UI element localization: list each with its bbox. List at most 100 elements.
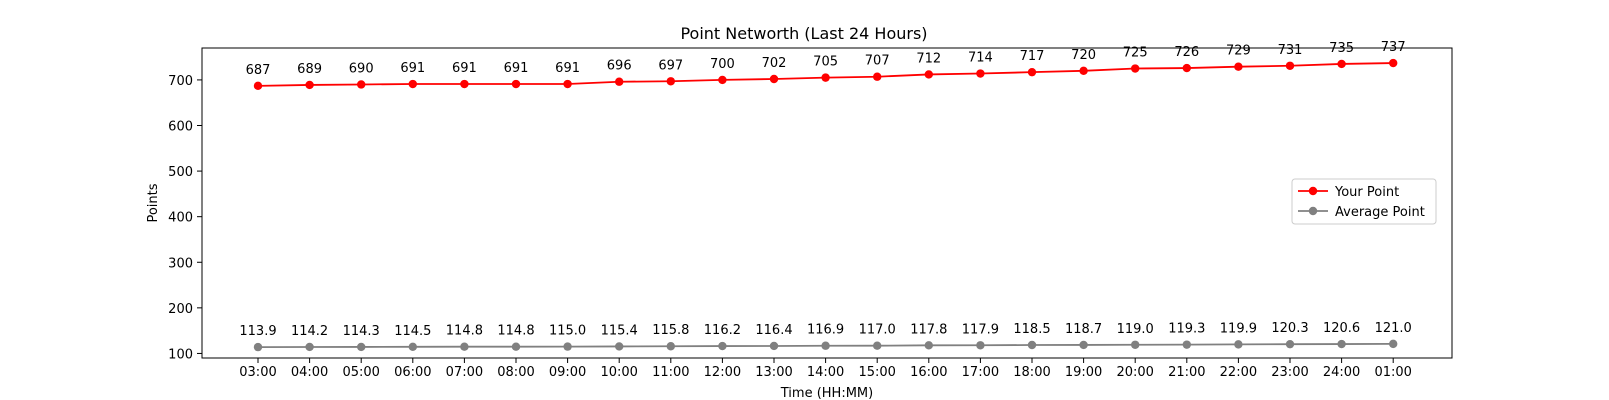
x-tick-label: 14:00: [807, 365, 844, 380]
x-tick-label: 12:00: [704, 365, 741, 380]
data-point: [1234, 62, 1243, 71]
data-label: 691: [555, 61, 580, 76]
legend-marker: [1308, 186, 1318, 196]
data-point: [408, 79, 417, 89]
data-label: 687: [246, 63, 271, 78]
x-tick-label: 04:00: [291, 365, 328, 380]
data-point: [253, 81, 263, 91]
data-point: [1131, 340, 1140, 349]
x-tick-label: 18:00: [1013, 365, 1050, 380]
data-point: [511, 79, 521, 89]
data-point: [305, 80, 314, 90]
data-point: [460, 342, 469, 351]
x-axis-label: Time (HH:MM): [780, 386, 873, 400]
data-point: [873, 72, 882, 81]
data-point: [1389, 58, 1398, 68]
data-label: 116.2: [704, 323, 741, 338]
data-point: [357, 342, 366, 352]
data-label: 705: [813, 55, 838, 70]
data-label: 717: [1020, 49, 1045, 64]
data-point: [976, 69, 985, 78]
data-label: 115.8: [652, 323, 689, 338]
data-point: [357, 80, 366, 89]
x-tick-label: 17:00: [962, 365, 999, 380]
data-point: [769, 341, 779, 351]
y-tick-label: 400: [168, 211, 193, 226]
data-point: [666, 342, 675, 351]
y-tick-label: 200: [168, 302, 193, 317]
data-label: 120.3: [1271, 321, 1308, 336]
data-point: [615, 342, 624, 351]
data-point: [563, 79, 572, 89]
y-tick-label: 600: [168, 120, 193, 135]
data-label: 116.4: [755, 323, 792, 338]
chart-title: Point Networth (Last 24 Hours): [680, 24, 927, 43]
data-label: 700: [710, 57, 735, 72]
x-tick-label: 15:00: [858, 365, 895, 380]
data-label: 116.9: [807, 323, 844, 338]
data-point: [1389, 339, 1398, 349]
x-tick-label: 07:00: [446, 365, 483, 380]
x-tick-label: 05:00: [342, 365, 379, 380]
data-label: 729: [1226, 44, 1251, 59]
legend-label: Average Point: [1335, 205, 1425, 220]
x-tick-label: 24:00: [1323, 365, 1360, 380]
data-point: [460, 79, 469, 89]
data-label: 720: [1071, 48, 1096, 63]
data-point: [821, 73, 830, 82]
data-label: 115.0: [549, 324, 586, 339]
y-tick-label: 700: [168, 74, 193, 89]
data-point: [976, 341, 985, 350]
data-point: [305, 342, 314, 352]
data-label: 119.0: [1117, 322, 1154, 337]
data-label: 725: [1123, 46, 1148, 61]
data-label: 691: [452, 61, 477, 76]
data-label: 117.8: [910, 322, 947, 337]
data-label: 114.2: [291, 324, 328, 339]
x-tick-label: 08:00: [497, 365, 534, 380]
data-point: [924, 341, 933, 350]
x-tick-label: 09:00: [549, 365, 586, 380]
data-label: 690: [349, 61, 374, 76]
data-point: [615, 77, 624, 86]
x-tick-label: 23:00: [1271, 365, 1308, 380]
y-axis-label: Points: [146, 183, 161, 222]
data-label: 731: [1278, 43, 1303, 58]
data-label: 117.0: [859, 323, 896, 338]
data-label: 712: [916, 51, 941, 66]
x-tick-label: 19:00: [1065, 365, 1102, 380]
data-point: [511, 342, 521, 351]
data-label: 114.5: [394, 324, 431, 339]
data-label: 726: [1174, 45, 1199, 60]
data-label: 115.4: [601, 323, 638, 338]
data-label: 702: [762, 56, 787, 71]
x-tick-label: 21:00: [1168, 365, 1205, 380]
y-tick-label: 500: [168, 165, 193, 180]
data-point: [1131, 64, 1140, 73]
data-point: [718, 75, 727, 85]
data-point: [1285, 61, 1295, 70]
data-point: [718, 341, 727, 351]
x-tick-label: 22:00: [1220, 365, 1257, 380]
data-label: 117.9: [962, 322, 999, 337]
x-tick-label: 01:00: [1374, 365, 1411, 380]
data-point: [1285, 339, 1295, 349]
data-label: 113.9: [239, 324, 276, 339]
data-label: 118.7: [1065, 322, 1102, 337]
plot-area: 100 200 300 400 500 600 700 03:00 04:00 05:00 06:0…: [168, 40, 1412, 380]
data-point: [769, 74, 779, 84]
x-tick-label: 16:00: [910, 365, 947, 380]
x-tick-label: 11:00: [652, 365, 689, 380]
data-point: [408, 342, 417, 352]
data-label: 120.6: [1323, 321, 1360, 336]
data-label: 114.8: [497, 324, 534, 339]
data-point: [1182, 340, 1192, 349]
data-label: 121.0: [1375, 321, 1412, 336]
data-point: [253, 342, 263, 352]
data-point: [1234, 340, 1243, 349]
x-tick-label: 03:00: [239, 365, 276, 380]
data-point: [1027, 340, 1037, 350]
data-label: 714: [968, 51, 993, 66]
data-label: 707: [865, 54, 890, 69]
